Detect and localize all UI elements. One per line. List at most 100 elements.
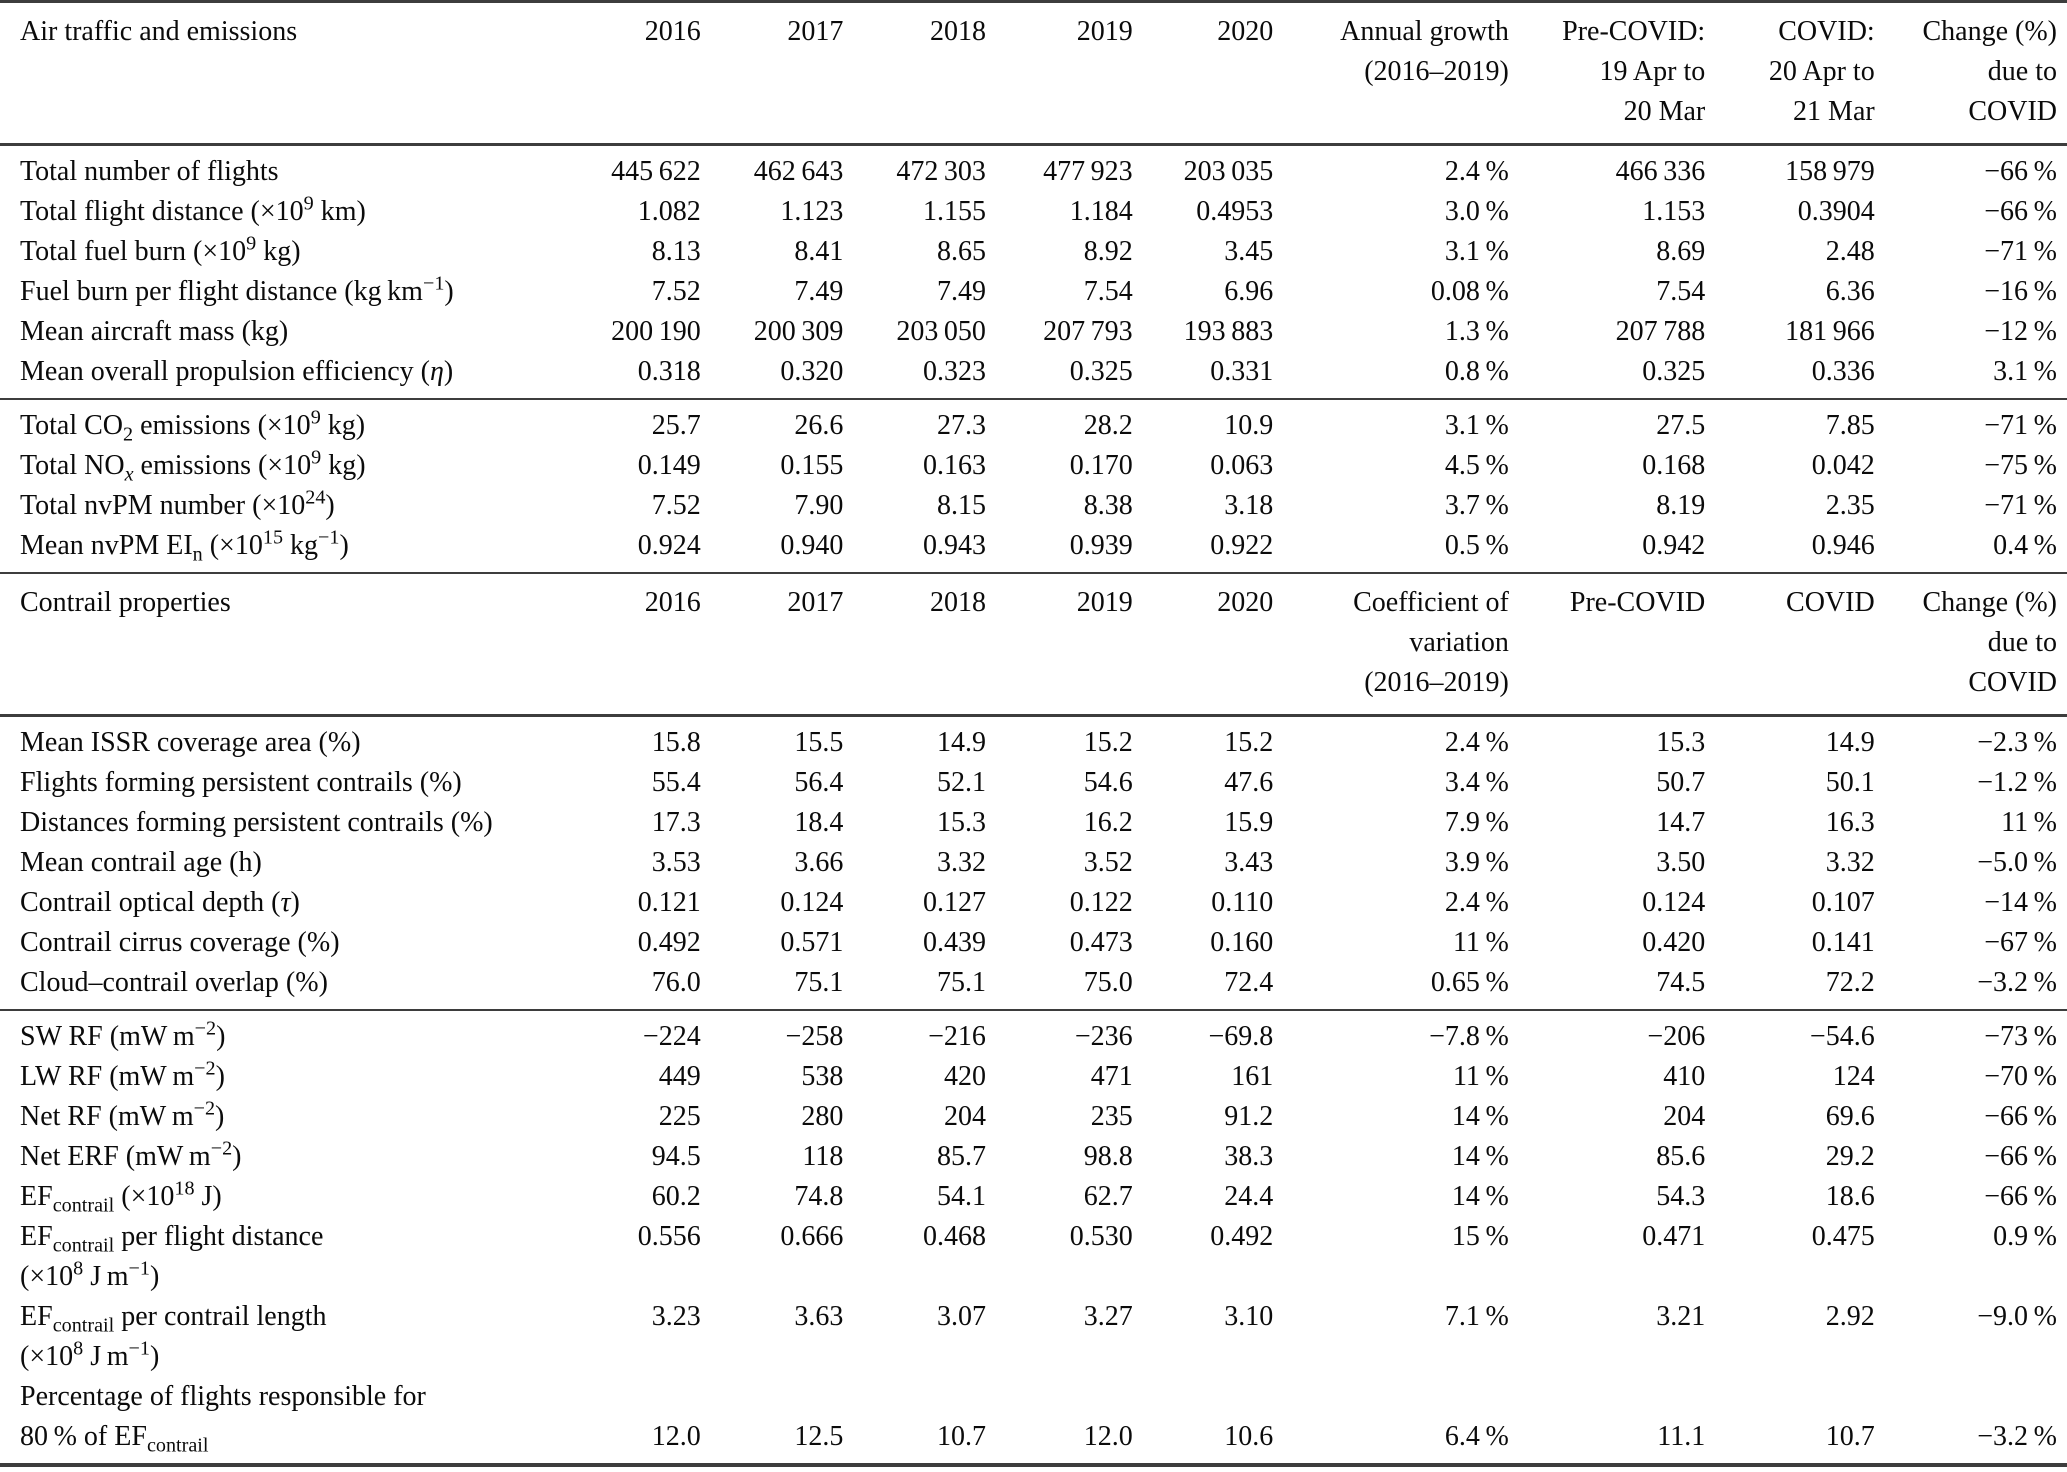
column-header-line: 2018 [929, 587, 986, 618]
table-row: SW RF (mW m−2) −224 −258 −216 −236 −69.8 −7.8 … [0, 1010, 2067, 1057]
table-cell: 7.52 [651, 490, 701, 521]
table-cell: 0.08 % [1430, 276, 1509, 307]
table-cell: 75.1 [936, 967, 986, 998]
table-cell: 0.666 [780, 1221, 844, 1252]
table-cell: 54.6 [1083, 767, 1133, 798]
column-header-line: Coefficient of [1353, 587, 1509, 618]
table-cell: 26.6 [794, 410, 844, 441]
section-header-contrail-properties: Contrail properties 2016 2017 2018 2019 2020 C… [0, 573, 2067, 716]
table-row: EFcontrail per contrail length (×108 J m−… [0, 1297, 2067, 1377]
column-header-line: 20 Mar [1623, 96, 1706, 127]
table-cell: 75.1 [794, 967, 844, 998]
row-label: Contrail cirrus coverage (%) [0, 923, 560, 963]
column-header: 2019 [986, 2, 1133, 145]
table-cell: 75.0 [1083, 967, 1133, 998]
table-cell: 55.4 [651, 767, 701, 798]
table-cell: 50.7 [1656, 767, 1706, 798]
table-cell: 25.7 [651, 410, 701, 441]
table-cell: −70 % [1984, 1061, 2057, 1092]
row-label: SW RF (mW m−2) [0, 1010, 560, 1057]
table-cell: 0.155 [780, 450, 844, 481]
table-cell: −216 [928, 1021, 986, 1052]
table-cell: 0.439 [922, 927, 986, 958]
table-cell: 420 [943, 1061, 986, 1092]
row-label-line: Flights forming persistent contrails (%) [20, 767, 462, 798]
column-header-line: 2017 [787, 587, 844, 618]
table-row: Net ERF (mW m−2) 94.5 118 85.7 98.8 38.3 14 % 8… [0, 1137, 2067, 1177]
table-cell: 98.8 [1083, 1141, 1133, 1172]
table-cell: 47.6 [1224, 767, 1274, 798]
column-header-line: COVID [1786, 587, 1875, 618]
table-cell: 16.2 [1083, 807, 1133, 838]
table-cell: −224 [642, 1021, 701, 1052]
table-cell: −71 % [1984, 410, 2057, 441]
header-row: Air traffic and emissions 2016 2017 2018 201… [0, 2, 2067, 145]
row-label: Flights forming persistent contrails (%) [0, 763, 560, 803]
table-cell: 10.7 [936, 1421, 986, 1452]
table-cell: 60.2 [651, 1181, 701, 1212]
table-cell: −5.0 % [1977, 847, 2057, 878]
table-cell: 3.1 % [1444, 410, 1509, 441]
table-cell: 445 622 [611, 156, 701, 187]
row-label-line: Net RF (mW m−2) [20, 1097, 225, 1132]
table-cell: 0.331 [1210, 356, 1274, 387]
table-cell: 200 190 [611, 316, 701, 347]
column-header-line: 21 Mar [1793, 96, 1875, 127]
table-row: Mean ISSR coverage area (%) 15.8 15.5 14.9 1… [0, 716, 2067, 764]
table-cell: 0.124 [780, 887, 844, 918]
table-cell: 15.9 [1224, 807, 1274, 838]
table-cell: 0.473 [1069, 927, 1133, 958]
table-cell: −2.3 % [1977, 727, 2057, 758]
table-cell: 6.4 % [1444, 1421, 1509, 1452]
table-cell: 11.1 [1657, 1421, 1706, 1452]
row-label: Total number of flights [0, 145, 560, 193]
table-cell: 538 [801, 1061, 844, 1092]
column-header: 2016 [560, 573, 701, 716]
column-header: Annual growth (2016–2019) [1273, 2, 1509, 145]
table-row: Total CO2 emissions (×109 kg) 25.7 26.6 27.… [0, 399, 2067, 446]
table-cell: 1.155 [922, 196, 986, 227]
table-cell: 7.90 [794, 490, 844, 521]
table-cell: 8.19 [1656, 490, 1706, 521]
row-label: Percentage of flights responsible for 80 … [0, 1377, 560, 1465]
table-cell: −69.8 [1208, 1021, 1274, 1052]
table-cell: 2.4 % [1444, 887, 1509, 918]
table-cell: 15.5 [794, 727, 844, 758]
table-cell: 2.48 [1825, 236, 1875, 267]
table-cell: 8.41 [794, 236, 844, 267]
table-cell: 14.9 [936, 727, 986, 758]
table-cell: 0.571 [780, 927, 844, 958]
column-header-line: 20 Apr to [1768, 56, 1875, 87]
table-row: LW RF (mW m−2) 449 538 420 471 161 11 % 410 124 −… [0, 1057, 2067, 1097]
column-header: 2019 [986, 573, 1133, 716]
table-cell: 7.49 [794, 276, 844, 307]
table-cell: 15.8 [651, 727, 701, 758]
table-cell: 54.3 [1656, 1181, 1706, 1212]
table-cell: 3.1 % [1993, 356, 2057, 387]
table-cell: 14 % [1451, 1141, 1509, 1172]
table-cell: 3.4 % [1444, 767, 1509, 798]
row-label-line: Mean aircraft mass (kg) [20, 316, 289, 347]
table-cell: 0.318 [637, 356, 701, 387]
table-cell: 0.160 [1210, 927, 1274, 958]
table-cell: 0.170 [1069, 450, 1133, 481]
column-header-line: 2020 [1217, 16, 1274, 47]
table-cell: −66 % [1984, 196, 2057, 227]
table-cell: 471 [1090, 1061, 1133, 1092]
column-header-line: COVID [1968, 667, 2057, 698]
table-cell: 0.141 [1811, 927, 1875, 958]
column-header-line: Pre-COVID: [1562, 16, 1706, 47]
table-cell: 0.924 [637, 530, 701, 561]
table-cell: −66 % [1984, 1141, 2057, 1172]
table-cell: 76.0 [651, 967, 701, 998]
table-cell: 27.5 [1656, 410, 1706, 441]
table-row: Cloud–contrail overlap (%) 76.0 75.1 75.1 75… [0, 963, 2067, 1010]
table-cell: 118 [802, 1141, 844, 1172]
table-cell: 0.471 [1642, 1221, 1706, 1252]
table-cell: 3.0 % [1444, 196, 1509, 227]
row-label: Total flight distance (×109 km) [0, 192, 560, 232]
row-group-contrail-properties-2: SW RF (mW m−2) −224 −258 −216 −236 −69.8 −7.8 … [0, 1010, 2067, 1465]
table-cell: 17.3 [651, 807, 701, 838]
table-cell: 0.121 [637, 887, 701, 918]
row-label-line: Total CO2 emissions (×109 kg) [20, 406, 366, 446]
